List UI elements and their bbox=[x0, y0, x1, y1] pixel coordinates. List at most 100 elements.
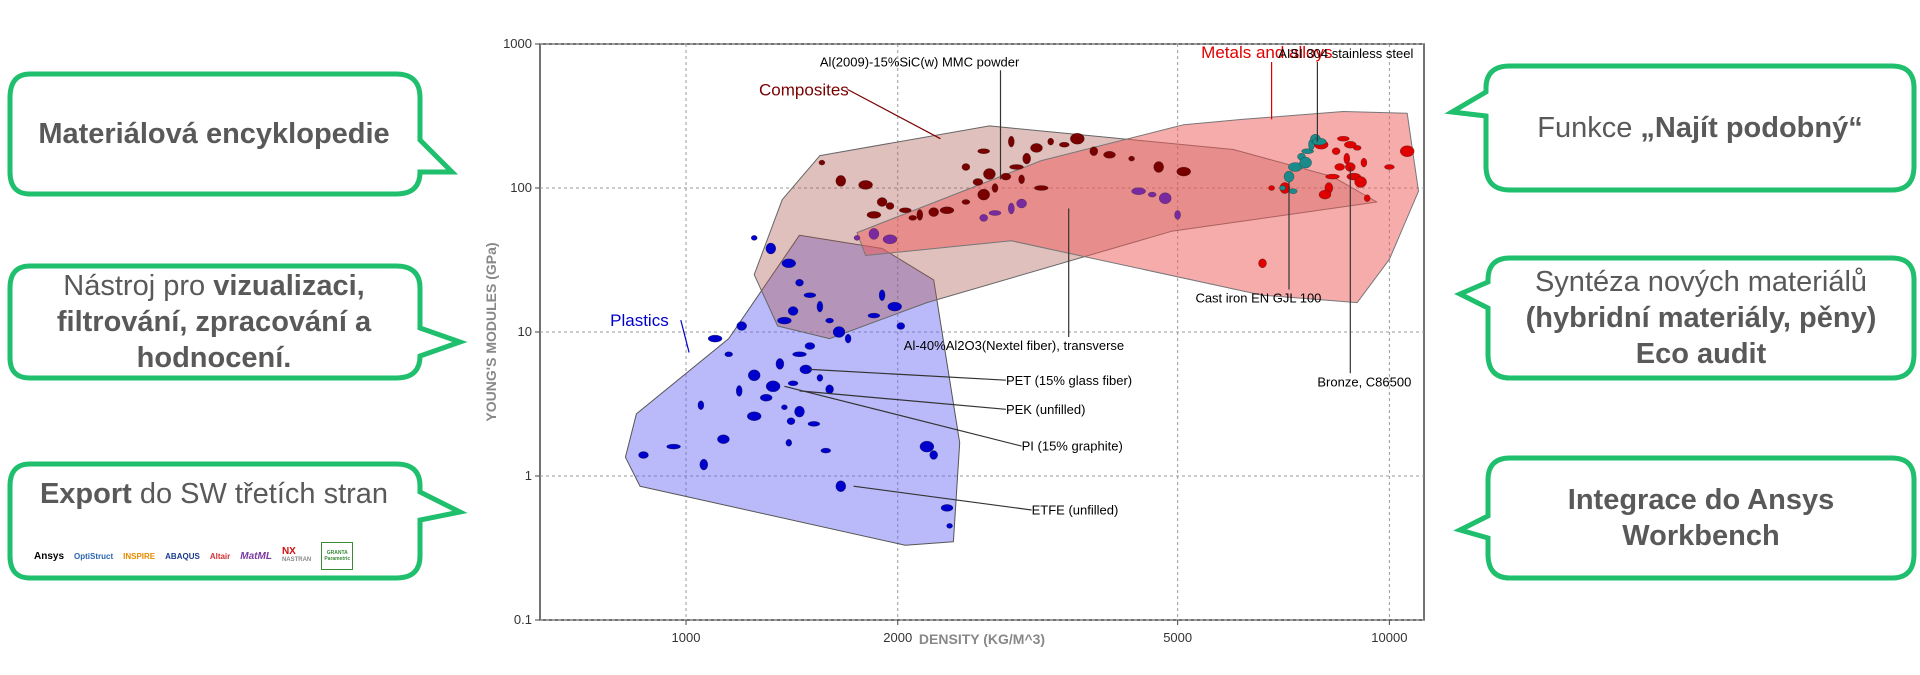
envelope-plastics bbox=[624, 234, 961, 546]
point-metals-and-alloys-0 bbox=[1268, 185, 1275, 191]
annotation-4: AISI 304 stainless steel bbox=[1278, 46, 1413, 61]
point-composites-11 bbox=[1000, 172, 1012, 181]
annotation-leader-8 bbox=[809, 368, 1006, 381]
callout-encyclopedia: Materiálová encyklopedie bbox=[7, 71, 468, 198]
point-plastics-39 bbox=[940, 504, 954, 512]
callout-synthesis-line2: (hybridní materiály, pěny) bbox=[1525, 302, 1877, 334]
point-plastics-38 bbox=[929, 450, 938, 460]
point-metals-and-alloys-4 bbox=[1337, 136, 1350, 142]
point-purple-1 bbox=[868, 228, 880, 240]
logo-optistruct: OptiStruct bbox=[74, 551, 114, 561]
point-composites-8 bbox=[961, 199, 971, 205]
point-composites-32 bbox=[1034, 185, 1049, 191]
point-metals-and-alloys-5 bbox=[1343, 152, 1350, 165]
point-plastics-19 bbox=[760, 394, 773, 402]
x-tick-label-0: 1000 bbox=[672, 630, 701, 645]
point-plastics-29 bbox=[748, 369, 761, 381]
callout-visualization-bold1: vizualizaci, bbox=[213, 270, 365, 302]
point-composites-26 bbox=[876, 197, 888, 207]
callout-export-rest: do SW třetích stran bbox=[131, 478, 389, 510]
annotation-0: Metals and alloys bbox=[1201, 43, 1332, 62]
point-plastics-36 bbox=[820, 447, 831, 454]
callout-similar-shape bbox=[1444, 63, 1917, 193]
annotation-1: Composites bbox=[759, 80, 849, 99]
point-composites-29 bbox=[983, 168, 996, 180]
point-plastics-23 bbox=[786, 417, 796, 425]
point-purple-4 bbox=[988, 210, 1002, 216]
point-cast-iron-8 bbox=[1289, 188, 1298, 194]
callout-export-bold: Export bbox=[39, 478, 132, 510]
callout-export-shape bbox=[7, 461, 468, 581]
point-plastics-1 bbox=[765, 242, 776, 255]
y-tick-label-3: 100 bbox=[510, 180, 532, 195]
annotation-leader-9 bbox=[799, 390, 1006, 410]
point-plastics-44 bbox=[867, 312, 881, 319]
point-composites-17 bbox=[1070, 133, 1085, 145]
point-composites-21 bbox=[1153, 161, 1164, 173]
y-axis-label: YOUNG'S MODULES (GPa) bbox=[483, 242, 499, 421]
logo-nx-nastran: NX NASTRAN bbox=[282, 547, 311, 565]
callout-similar-pre: Funkce bbox=[1537, 112, 1641, 144]
point-composites-15 bbox=[1047, 137, 1054, 146]
point-plastics-27 bbox=[707, 334, 723, 343]
logo-ansys: Ansys bbox=[34, 550, 65, 562]
point-plastics-12 bbox=[792, 351, 807, 357]
point-plastics-21 bbox=[794, 405, 805, 418]
point-composites-28 bbox=[908, 215, 917, 221]
data-points bbox=[638, 133, 1415, 529]
callout-visualization-shape bbox=[7, 263, 468, 381]
point-plastics-17 bbox=[765, 380, 781, 392]
point-plastics-28 bbox=[724, 351, 733, 357]
point-plastics-42 bbox=[887, 301, 902, 312]
point-purple-10 bbox=[1174, 210, 1181, 220]
callout-similar-bold: „Najít podobný“ bbox=[1640, 112, 1863, 144]
point-purple-0 bbox=[853, 235, 861, 241]
y-tick-label-0: 0.1 bbox=[514, 612, 532, 627]
point-composites-0 bbox=[818, 159, 826, 166]
point-plastics-43 bbox=[896, 322, 905, 330]
point-metals-and-alloys-10 bbox=[1360, 157, 1368, 168]
point-purple-5 bbox=[1008, 202, 1015, 215]
ashby-chart: 1000 2000 5000 10000 0.1 1 10 100 1000 Metals an… bbox=[483, 36, 1425, 647]
point-composites-16 bbox=[1059, 142, 1070, 148]
ticks: 1000 2000 5000 10000 0.1 1 10 100 1000 bbox=[503, 36, 1407, 645]
point-metals-and-alloys-19 bbox=[1344, 141, 1357, 149]
point-plastics-2 bbox=[781, 258, 796, 268]
point-metals-and-alloys-15 bbox=[1364, 194, 1371, 202]
callout-synthesis-line3: Eco audit bbox=[1635, 338, 1767, 370]
point-plastics-13 bbox=[775, 358, 785, 370]
point-plastics-40 bbox=[946, 523, 953, 529]
point-plastics-8 bbox=[825, 317, 834, 324]
point-plastics-35 bbox=[785, 439, 792, 447]
point-composites-9 bbox=[977, 188, 990, 201]
point-plastics-26 bbox=[736, 321, 747, 331]
point-composites-30 bbox=[1018, 174, 1025, 184]
annotation-10: PI (15% graphite) bbox=[1022, 439, 1123, 454]
envelopes bbox=[624, 111, 1419, 546]
point-plastics-24 bbox=[807, 421, 821, 427]
point-cast-iron-0 bbox=[1279, 185, 1286, 191]
envelope-metals-and-alloys bbox=[856, 111, 1419, 304]
point-composites-4 bbox=[899, 207, 912, 213]
annotation-5: Cast iron EN GJL 100 bbox=[1195, 291, 1321, 306]
callout-similar: Funkce „Najít podobný“ bbox=[1444, 63, 1918, 194]
point-metals-and-alloys-9 bbox=[1354, 176, 1367, 188]
point-composites-31 bbox=[972, 178, 984, 186]
point-cast-iron-1 bbox=[1283, 170, 1295, 183]
point-plastics-3 bbox=[795, 279, 804, 287]
point-composites-2 bbox=[858, 180, 873, 190]
logo-matml: MatML bbox=[240, 550, 272, 562]
callout-encyclopedia-text: Materiálová encyklopedie bbox=[38, 118, 390, 150]
callout-integration-line2: Workbench bbox=[1622, 520, 1780, 552]
annotation-leaders bbox=[680, 62, 1351, 511]
point-plastics-31 bbox=[638, 451, 649, 459]
annotation-leader-2 bbox=[680, 319, 690, 353]
x-tick-label-2: 5000 bbox=[1163, 630, 1192, 645]
annotation-8: PET (15% glass fiber) bbox=[1006, 373, 1132, 388]
point-plastics-15 bbox=[816, 374, 824, 382]
callout-synthesis-shape bbox=[1454, 255, 1917, 381]
point-composites-22 bbox=[1176, 166, 1191, 177]
point-cast-iron-7 bbox=[1312, 137, 1327, 146]
callout-visualization-bold3: hodnocení. bbox=[136, 342, 292, 374]
point-metals-and-alloys-17 bbox=[1400, 145, 1415, 157]
